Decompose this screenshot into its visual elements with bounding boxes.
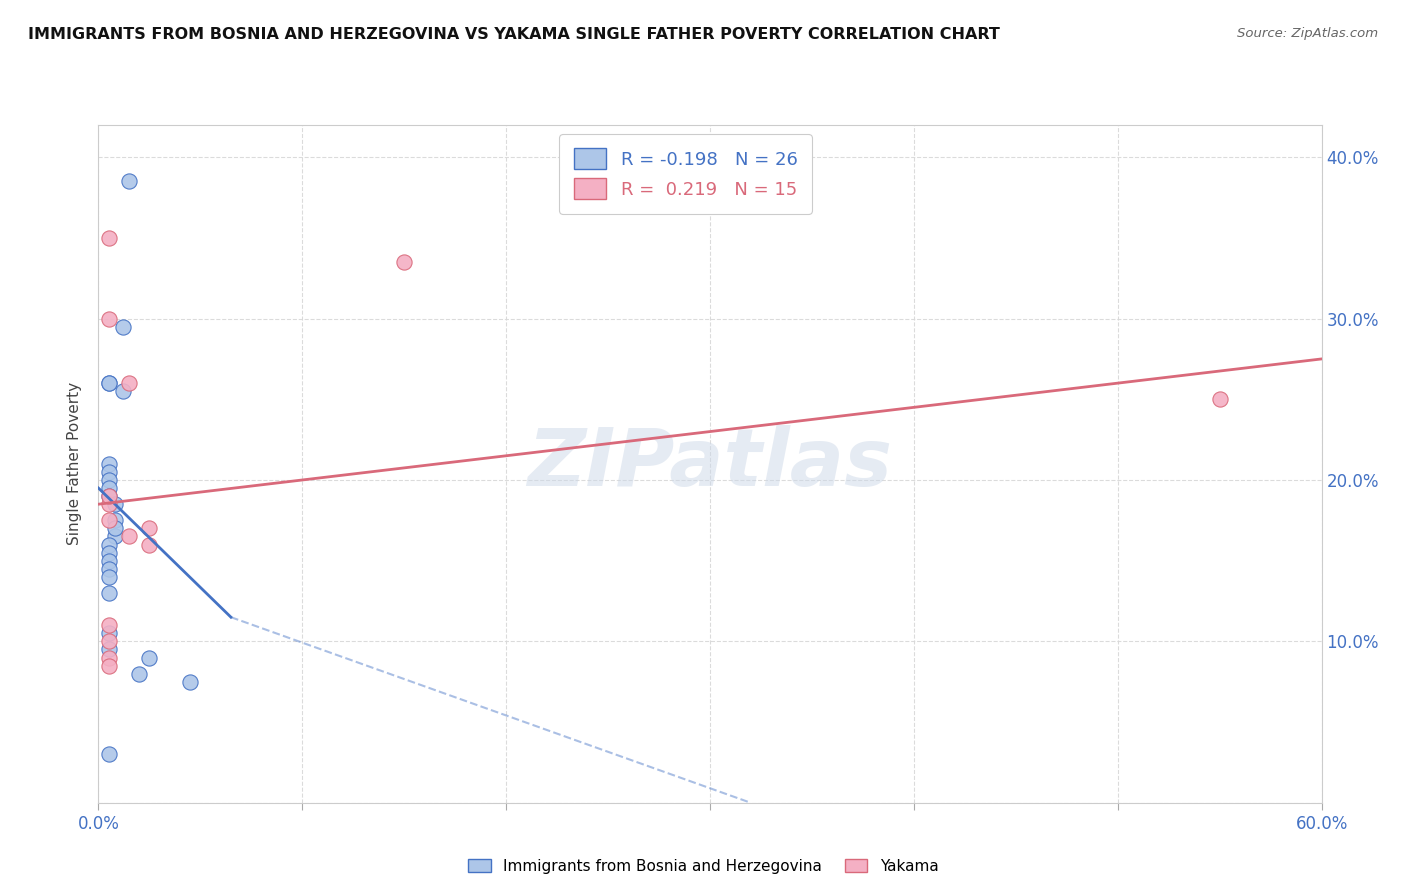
Point [97, 481, 120, 495]
Point [104, 513, 127, 527]
Point [97, 658, 120, 673]
Legend: Immigrants from Bosnia and Herzegovina, Yakama: Immigrants from Bosnia and Herzegovina, … [461, 853, 945, 880]
Point [97, 465, 120, 479]
Point [97, 747, 120, 762]
Point [97, 489, 120, 503]
Point [111, 384, 134, 399]
Point [118, 529, 141, 543]
Point [97, 537, 120, 551]
Point [97, 376, 120, 391]
Point [97, 473, 120, 487]
Point [97, 554, 120, 568]
Point [104, 529, 127, 543]
Point [97, 546, 120, 560]
Point [118, 174, 141, 188]
Point [138, 521, 160, 535]
Point [97, 513, 120, 527]
Y-axis label: Single Father Poverty: Single Father Poverty [67, 383, 83, 545]
Point [97, 562, 120, 576]
Point [97, 311, 120, 326]
Point [392, 255, 416, 269]
Text: Source: ZipAtlas.com: Source: ZipAtlas.com [1237, 27, 1378, 40]
Point [97, 489, 120, 503]
Point [128, 666, 150, 681]
Point [97, 497, 120, 511]
Point [97, 650, 120, 665]
Point [97, 457, 120, 471]
Point [118, 376, 141, 391]
Legend: R = -0.198   N = 26, R =  0.219   N = 15: R = -0.198 N = 26, R = 0.219 N = 15 [560, 134, 811, 213]
Point [138, 537, 160, 551]
Text: IMMIGRANTS FROM BOSNIA AND HERZEGOVINA VS YAKAMA SINGLE FATHER POVERTY CORRELATI: IMMIGRANTS FROM BOSNIA AND HERZEGOVINA V… [28, 27, 1000, 42]
Point [97, 642, 120, 657]
Point [111, 319, 134, 334]
Point [1208, 392, 1232, 407]
Point [104, 497, 127, 511]
Point [179, 674, 201, 689]
Point [97, 618, 120, 632]
Point [97, 376, 120, 391]
Point [97, 634, 120, 648]
Point [97, 570, 120, 584]
Point [97, 626, 120, 640]
Point [97, 231, 120, 245]
Point [97, 586, 120, 600]
Text: ZIPatlas: ZIPatlas [527, 425, 893, 503]
Point [104, 521, 127, 535]
Point [138, 650, 160, 665]
